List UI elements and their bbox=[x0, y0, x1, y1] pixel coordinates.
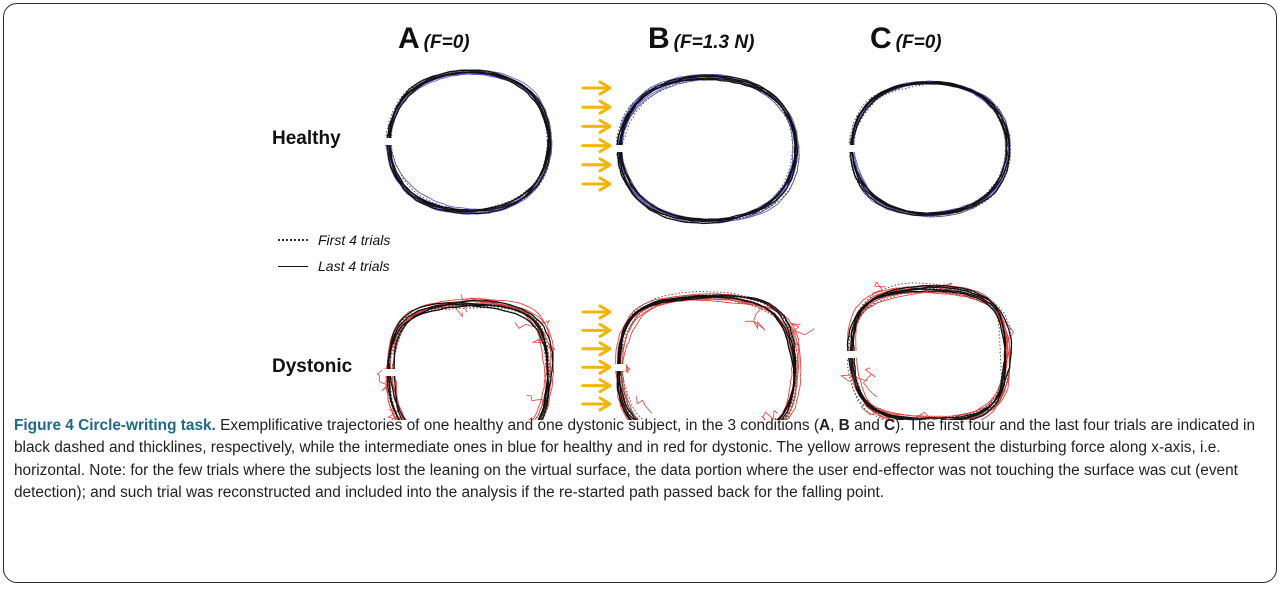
caption-cond-c: C bbox=[884, 417, 896, 434]
condition-heading-c: C (F=0) bbox=[870, 22, 942, 56]
trajectory-panel-dystonic-a bbox=[376, 294, 556, 420]
caption-cond-b: B bbox=[838, 417, 850, 434]
caption-sep-2: and bbox=[849, 417, 885, 434]
first-trial-trace bbox=[389, 305, 551, 420]
caption-sep-1: , bbox=[830, 417, 839, 434]
intermediate-trial-trace bbox=[621, 299, 802, 420]
last-trial-trace bbox=[618, 294, 797, 420]
last-trial-trace bbox=[387, 304, 549, 420]
intermediate-trial-trace bbox=[855, 288, 1011, 420]
start-point-gap bbox=[612, 364, 626, 371]
intermediate-trial-trace bbox=[621, 298, 800, 420]
condition-label-a: (F=0) bbox=[423, 32, 470, 53]
force-arrow-icon bbox=[581, 322, 612, 338]
legend-last-label: Last 4 trials bbox=[318, 258, 390, 274]
force-arrow-icon bbox=[581, 378, 612, 394]
last-trial-trace bbox=[393, 299, 554, 420]
start-point-gap bbox=[382, 138, 396, 145]
trajectory-panel-dystonic-c bbox=[840, 281, 1014, 420]
caption-text-2: ). The first four and the last four tria… bbox=[14, 417, 1256, 502]
last-trial-trace bbox=[388, 302, 549, 420]
intermediate-trial-trace bbox=[385, 303, 548, 420]
first-trial-trace bbox=[849, 286, 1006, 420]
last-trial-trace bbox=[851, 284, 1006, 420]
figure-frame bbox=[3, 3, 1277, 583]
condition-letter-b: B bbox=[648, 22, 670, 55]
first-trial-trace bbox=[387, 303, 549, 420]
trajectory-panel-healthy-c bbox=[844, 80, 1012, 218]
legend-first-label: First 4 trials bbox=[318, 232, 391, 248]
force-arrow-icon bbox=[581, 396, 612, 412]
last-trial-trace bbox=[386, 303, 550, 420]
trajectory-panel-healthy-b bbox=[612, 73, 800, 225]
force-arrow-icon bbox=[581, 341, 612, 357]
trajectory-plots bbox=[376, 69, 1014, 420]
condition-letter-c: C bbox=[870, 22, 892, 55]
intermediate-trial-trace bbox=[850, 291, 1009, 420]
force-arrow-icon bbox=[581, 304, 612, 320]
condition-label-c: (F=0) bbox=[895, 32, 942, 53]
trajectory-panel-dystonic-b bbox=[612, 290, 814, 420]
first-trial-trace bbox=[851, 287, 1013, 420]
row-label-healthy: Healthy bbox=[272, 128, 341, 149]
force-arrow-icon bbox=[581, 359, 612, 375]
force-arrow-icon bbox=[581, 157, 612, 173]
legend-last-trials: Last 4 trials bbox=[278, 258, 390, 274]
legend-solid-swatch bbox=[278, 265, 308, 267]
force-arrows bbox=[581, 80, 612, 412]
start-point-gap bbox=[844, 351, 858, 358]
intermediate-trial-trace bbox=[389, 73, 552, 215]
caption-cond-a: A bbox=[818, 417, 831, 434]
intermediate-trial-trace bbox=[616, 296, 797, 420]
trajectory-panels bbox=[376, 69, 1014, 420]
last-trial-trace bbox=[617, 295, 797, 420]
intermediate-trial-trace bbox=[393, 300, 555, 420]
last-trial-trace bbox=[617, 295, 796, 420]
trajectory-panel-healthy-a bbox=[382, 69, 553, 215]
legend-first-trials: First 4 trials bbox=[278, 232, 390, 248]
intermediate-trial-trace bbox=[851, 284, 1008, 420]
first-trial-trace bbox=[618, 297, 797, 420]
first-trial-trace bbox=[617, 293, 796, 420]
legend-dotted-swatch bbox=[278, 239, 308, 241]
condition-heading-a: A (F=0) bbox=[398, 22, 470, 56]
force-arrow-icon bbox=[581, 176, 612, 192]
caption-title: Figure 4 Circle-writing task. bbox=[14, 417, 216, 434]
start-point-gap bbox=[612, 145, 626, 152]
intermediate-trial-trace bbox=[850, 285, 1010, 419]
intermediate-trial-trace bbox=[618, 294, 797, 420]
start-point-gap bbox=[382, 369, 396, 376]
last-trial-trace bbox=[846, 288, 1007, 420]
condition-label-b: (F=1.3 N) bbox=[673, 32, 755, 53]
intermediate-trial-trace bbox=[851, 291, 1011, 420]
start-point-gap bbox=[844, 145, 858, 152]
condition-heading-b: B (F=1.3 N) bbox=[648, 22, 754, 56]
force-arrow-icon bbox=[581, 80, 612, 96]
figure-caption: Figure 4 Circle-writing task. Exemplific… bbox=[14, 415, 1266, 505]
last-trial-trace bbox=[849, 290, 1007, 420]
last-trial-trace bbox=[852, 286, 1013, 419]
first-trial-trace bbox=[389, 305, 551, 420]
force-arrow-icon bbox=[581, 118, 612, 134]
force-arrow-icon bbox=[581, 138, 612, 154]
intermediate-trial-trace bbox=[615, 298, 793, 420]
condition-letter-a: A bbox=[398, 22, 420, 55]
intermediate-trial-scribble bbox=[619, 306, 814, 420]
first-trial-trace bbox=[620, 295, 798, 420]
intermediate-trial-trace bbox=[392, 299, 552, 420]
caption-text-1: Exemplificative trajectories of one heal… bbox=[215, 417, 819, 434]
first-trial-trace bbox=[846, 290, 1006, 420]
force-arrow-icon bbox=[581, 99, 612, 115]
row-label-dystonic: Dystonic bbox=[272, 356, 353, 377]
